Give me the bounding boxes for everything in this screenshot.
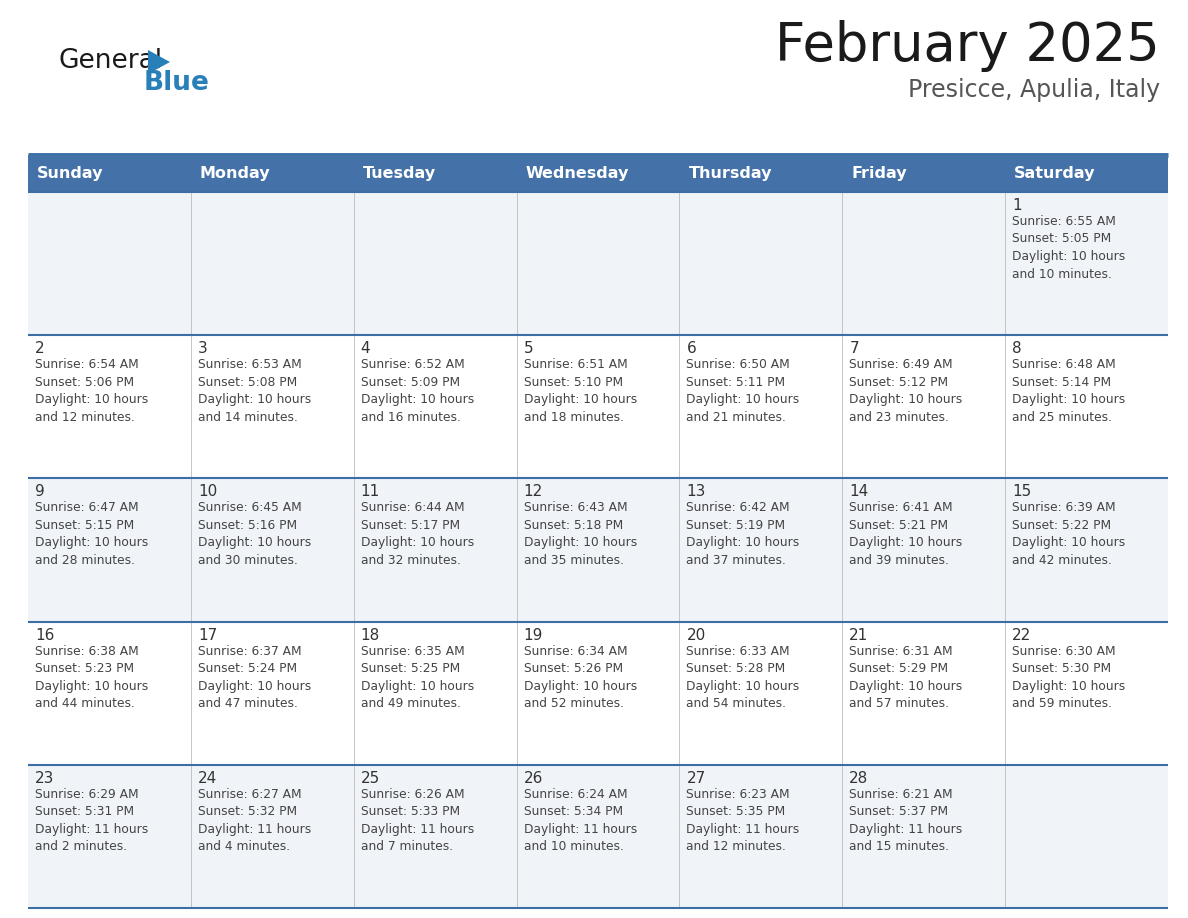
Text: Sunrise: 6:47 AM
Sunset: 5:15 PM
Daylight: 10 hours
and 28 minutes.: Sunrise: 6:47 AM Sunset: 5:15 PM Dayligh… bbox=[34, 501, 148, 567]
Text: Sunrise: 6:35 AM
Sunset: 5:25 PM
Daylight: 10 hours
and 49 minutes.: Sunrise: 6:35 AM Sunset: 5:25 PM Dayligh… bbox=[361, 644, 474, 711]
Polygon shape bbox=[148, 50, 170, 74]
Text: Sunrise: 6:37 AM
Sunset: 5:24 PM
Daylight: 10 hours
and 47 minutes.: Sunrise: 6:37 AM Sunset: 5:24 PM Dayligh… bbox=[198, 644, 311, 711]
Text: February 2025: February 2025 bbox=[776, 20, 1159, 72]
Text: Presicce, Apulia, Italy: Presicce, Apulia, Italy bbox=[908, 78, 1159, 102]
Text: 22: 22 bbox=[1012, 628, 1031, 643]
Text: 10: 10 bbox=[198, 485, 217, 499]
Text: 4: 4 bbox=[361, 341, 371, 356]
Text: Sunrise: 6:43 AM
Sunset: 5:18 PM
Daylight: 10 hours
and 35 minutes.: Sunrise: 6:43 AM Sunset: 5:18 PM Dayligh… bbox=[524, 501, 637, 567]
Bar bbox=[29, 155, 1168, 192]
Text: 6: 6 bbox=[687, 341, 696, 356]
Bar bbox=[29, 765, 1168, 908]
Text: Sunrise: 6:50 AM
Sunset: 5:11 PM
Daylight: 10 hours
and 21 minutes.: Sunrise: 6:50 AM Sunset: 5:11 PM Dayligh… bbox=[687, 358, 800, 424]
Text: 11: 11 bbox=[361, 485, 380, 499]
Bar bbox=[29, 192, 1168, 335]
Text: 2: 2 bbox=[34, 341, 45, 356]
Text: Sunrise: 6:53 AM
Sunset: 5:08 PM
Daylight: 10 hours
and 14 minutes.: Sunrise: 6:53 AM Sunset: 5:08 PM Dayligh… bbox=[198, 358, 311, 424]
Text: Sunrise: 6:24 AM
Sunset: 5:34 PM
Daylight: 11 hours
and 10 minutes.: Sunrise: 6:24 AM Sunset: 5:34 PM Dayligh… bbox=[524, 788, 637, 854]
Text: Sunrise: 6:55 AM
Sunset: 5:05 PM
Daylight: 10 hours
and 10 minutes.: Sunrise: 6:55 AM Sunset: 5:05 PM Dayligh… bbox=[1012, 215, 1125, 281]
Text: 13: 13 bbox=[687, 485, 706, 499]
Text: Sunrise: 6:23 AM
Sunset: 5:35 PM
Daylight: 11 hours
and 12 minutes.: Sunrise: 6:23 AM Sunset: 5:35 PM Dayligh… bbox=[687, 788, 800, 854]
Text: 26: 26 bbox=[524, 771, 543, 786]
Text: 19: 19 bbox=[524, 628, 543, 643]
Bar bbox=[29, 621, 1168, 765]
Text: 14: 14 bbox=[849, 485, 868, 499]
Text: Sunrise: 6:38 AM
Sunset: 5:23 PM
Daylight: 10 hours
and 44 minutes.: Sunrise: 6:38 AM Sunset: 5:23 PM Dayligh… bbox=[34, 644, 148, 711]
Text: Sunrise: 6:27 AM
Sunset: 5:32 PM
Daylight: 11 hours
and 4 minutes.: Sunrise: 6:27 AM Sunset: 5:32 PM Dayligh… bbox=[198, 788, 311, 854]
Text: Tuesday: Tuesday bbox=[362, 166, 436, 181]
Text: Thursday: Thursday bbox=[688, 166, 772, 181]
Text: 3: 3 bbox=[198, 341, 208, 356]
Text: Sunrise: 6:48 AM
Sunset: 5:14 PM
Daylight: 10 hours
and 25 minutes.: Sunrise: 6:48 AM Sunset: 5:14 PM Dayligh… bbox=[1012, 358, 1125, 424]
Text: 21: 21 bbox=[849, 628, 868, 643]
Text: Sunrise: 6:45 AM
Sunset: 5:16 PM
Daylight: 10 hours
and 30 minutes.: Sunrise: 6:45 AM Sunset: 5:16 PM Dayligh… bbox=[198, 501, 311, 567]
Text: Friday: Friday bbox=[852, 166, 906, 181]
Text: 9: 9 bbox=[34, 485, 45, 499]
Text: Sunrise: 6:29 AM
Sunset: 5:31 PM
Daylight: 11 hours
and 2 minutes.: Sunrise: 6:29 AM Sunset: 5:31 PM Dayligh… bbox=[34, 788, 148, 854]
Text: 17: 17 bbox=[198, 628, 217, 643]
Text: 15: 15 bbox=[1012, 485, 1031, 499]
Text: Sunrise: 6:34 AM
Sunset: 5:26 PM
Daylight: 10 hours
and 52 minutes.: Sunrise: 6:34 AM Sunset: 5:26 PM Dayligh… bbox=[524, 644, 637, 711]
Text: 5: 5 bbox=[524, 341, 533, 356]
Text: Sunrise: 6:54 AM
Sunset: 5:06 PM
Daylight: 10 hours
and 12 minutes.: Sunrise: 6:54 AM Sunset: 5:06 PM Dayligh… bbox=[34, 358, 148, 424]
Text: General: General bbox=[58, 48, 162, 74]
Text: Sunrise: 6:51 AM
Sunset: 5:10 PM
Daylight: 10 hours
and 18 minutes.: Sunrise: 6:51 AM Sunset: 5:10 PM Dayligh… bbox=[524, 358, 637, 424]
Text: Monday: Monday bbox=[200, 166, 271, 181]
Text: 24: 24 bbox=[198, 771, 217, 786]
Text: Sunday: Sunday bbox=[37, 166, 103, 181]
Text: Sunrise: 6:30 AM
Sunset: 5:30 PM
Daylight: 10 hours
and 59 minutes.: Sunrise: 6:30 AM Sunset: 5:30 PM Dayligh… bbox=[1012, 644, 1125, 711]
Text: Wednesday: Wednesday bbox=[525, 166, 628, 181]
Text: 25: 25 bbox=[361, 771, 380, 786]
Text: 1: 1 bbox=[1012, 198, 1022, 213]
Text: Saturday: Saturday bbox=[1015, 166, 1095, 181]
Bar bbox=[29, 335, 1168, 478]
Text: Sunrise: 6:39 AM
Sunset: 5:22 PM
Daylight: 10 hours
and 42 minutes.: Sunrise: 6:39 AM Sunset: 5:22 PM Dayligh… bbox=[1012, 501, 1125, 567]
Text: 12: 12 bbox=[524, 485, 543, 499]
Text: 18: 18 bbox=[361, 628, 380, 643]
Text: 8: 8 bbox=[1012, 341, 1022, 356]
Text: Sunrise: 6:52 AM
Sunset: 5:09 PM
Daylight: 10 hours
and 16 minutes.: Sunrise: 6:52 AM Sunset: 5:09 PM Dayligh… bbox=[361, 358, 474, 424]
Text: Sunrise: 6:42 AM
Sunset: 5:19 PM
Daylight: 10 hours
and 37 minutes.: Sunrise: 6:42 AM Sunset: 5:19 PM Dayligh… bbox=[687, 501, 800, 567]
Text: Blue: Blue bbox=[144, 70, 210, 96]
Text: Sunrise: 6:44 AM
Sunset: 5:17 PM
Daylight: 10 hours
and 32 minutes.: Sunrise: 6:44 AM Sunset: 5:17 PM Dayligh… bbox=[361, 501, 474, 567]
Text: 7: 7 bbox=[849, 341, 859, 356]
Bar bbox=[29, 478, 1168, 621]
Text: 20: 20 bbox=[687, 628, 706, 643]
Text: Sunrise: 6:26 AM
Sunset: 5:33 PM
Daylight: 11 hours
and 7 minutes.: Sunrise: 6:26 AM Sunset: 5:33 PM Dayligh… bbox=[361, 788, 474, 854]
Text: 23: 23 bbox=[34, 771, 55, 786]
Text: Sunrise: 6:33 AM
Sunset: 5:28 PM
Daylight: 10 hours
and 54 minutes.: Sunrise: 6:33 AM Sunset: 5:28 PM Dayligh… bbox=[687, 644, 800, 711]
Text: Sunrise: 6:41 AM
Sunset: 5:21 PM
Daylight: 10 hours
and 39 minutes.: Sunrise: 6:41 AM Sunset: 5:21 PM Dayligh… bbox=[849, 501, 962, 567]
Text: 16: 16 bbox=[34, 628, 55, 643]
Text: 27: 27 bbox=[687, 771, 706, 786]
Text: Sunrise: 6:21 AM
Sunset: 5:37 PM
Daylight: 11 hours
and 15 minutes.: Sunrise: 6:21 AM Sunset: 5:37 PM Dayligh… bbox=[849, 788, 962, 854]
Text: 28: 28 bbox=[849, 771, 868, 786]
Text: Sunrise: 6:49 AM
Sunset: 5:12 PM
Daylight: 10 hours
and 23 minutes.: Sunrise: 6:49 AM Sunset: 5:12 PM Dayligh… bbox=[849, 358, 962, 424]
Text: Sunrise: 6:31 AM
Sunset: 5:29 PM
Daylight: 10 hours
and 57 minutes.: Sunrise: 6:31 AM Sunset: 5:29 PM Dayligh… bbox=[849, 644, 962, 711]
